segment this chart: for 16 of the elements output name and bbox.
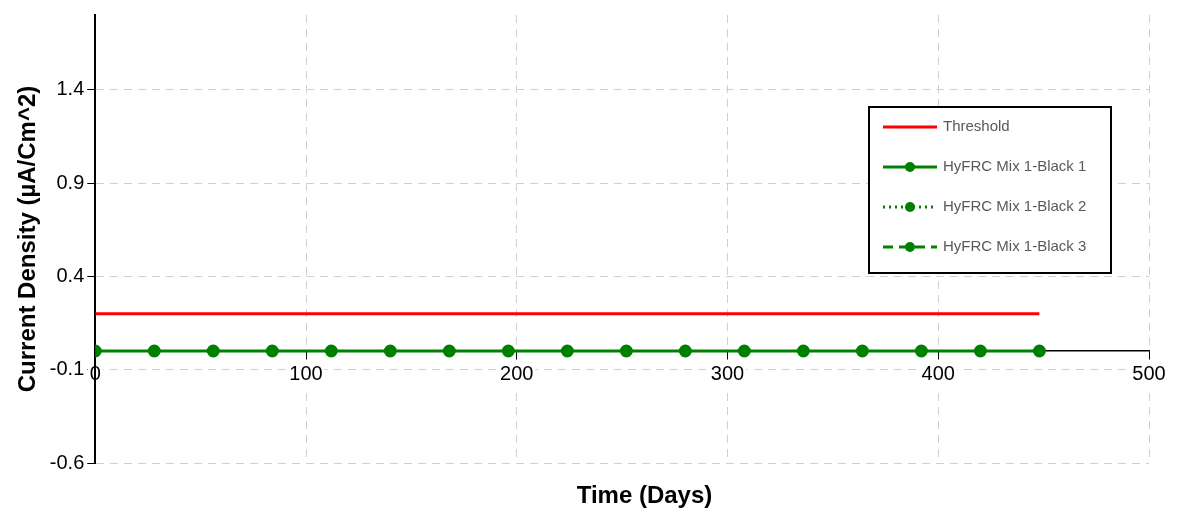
y-tick-label: -0.1 xyxy=(49,357,85,380)
x-tick-label: 500 xyxy=(1132,361,1166,384)
legend-label: HyFRC Mix 1-Black 1 xyxy=(943,157,1087,175)
legend-label: HyFRC Mix 1-Black 3 xyxy=(943,237,1087,255)
y-axis-title: Current Density (µA/Cm^2) xyxy=(13,85,41,393)
x-tick-label: 200 xyxy=(500,361,534,384)
legend-label: HyFRC Mix 1-Black 2 xyxy=(943,197,1087,215)
x-tick-label: 100 xyxy=(289,361,323,384)
y-tick-label: -0.6 xyxy=(49,450,85,473)
x-tick-label: 400 xyxy=(921,361,955,384)
x-tick-label: 300 xyxy=(710,361,745,384)
legend-label: Threshold xyxy=(943,117,1010,135)
x-axis-title: Time (Days) xyxy=(575,481,714,509)
y-tick-label: 1.4 xyxy=(56,77,85,100)
y-tick-label: 0.9 xyxy=(56,170,85,193)
y-tick-label: 0.4 xyxy=(56,263,85,286)
